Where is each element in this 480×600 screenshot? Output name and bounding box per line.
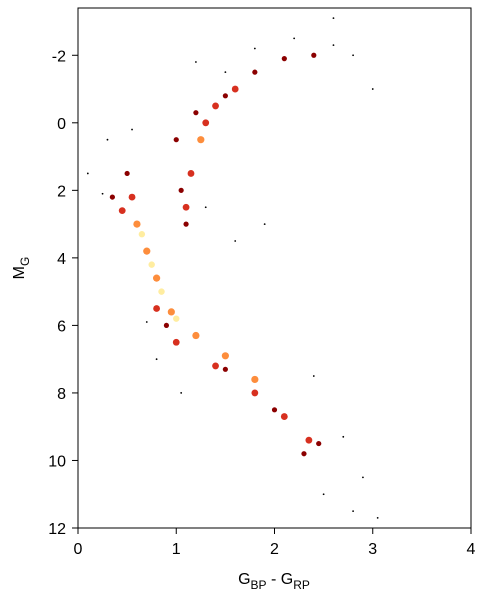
point [178, 187, 184, 193]
point [352, 54, 354, 57]
point [148, 261, 155, 268]
point [281, 56, 287, 62]
point [332, 44, 335, 47]
y-axis-label: MG [11, 257, 32, 280]
point [128, 193, 136, 201]
point [376, 516, 379, 519]
point [158, 288, 165, 295]
point [173, 137, 179, 143]
point [224, 71, 227, 74]
point [301, 451, 307, 457]
point [311, 52, 317, 58]
point [234, 240, 237, 242]
x-label-part: G [238, 571, 250, 588]
y-tick-label: 12 [48, 521, 66, 538]
point [131, 128, 133, 131]
point [109, 194, 115, 200]
point [252, 69, 258, 75]
point [86, 172, 89, 175]
x-axis-label: GBP - GRP [238, 571, 310, 592]
point [187, 170, 195, 177]
y-tick-label: 4 [57, 251, 66, 268]
point [316, 440, 322, 447]
point [293, 37, 296, 40]
point [153, 305, 161, 312]
point [155, 358, 158, 361]
point [251, 375, 259, 384]
y-label-sub: G [18, 257, 32, 266]
point [371, 88, 374, 90]
point [212, 362, 219, 370]
y-tick-label: 8 [57, 386, 66, 403]
point [251, 389, 259, 397]
point [312, 375, 315, 377]
y-tick-label: -2 [52, 48, 66, 65]
point [322, 493, 325, 496]
y-label-part: M [11, 266, 28, 279]
point [106, 138, 109, 141]
point [172, 338, 180, 346]
x-tick-label: 0 [74, 541, 83, 558]
point [342, 435, 345, 438]
point [280, 413, 288, 420]
point [182, 203, 190, 211]
point [332, 17, 335, 20]
point [153, 274, 161, 282]
point [138, 231, 146, 238]
point [271, 407, 278, 413]
point [195, 61, 197, 63]
point [362, 476, 364, 479]
point [124, 170, 130, 177]
point [173, 315, 180, 322]
point [202, 119, 210, 127]
x-tick-label: 1 [172, 541, 181, 558]
point [305, 436, 313, 444]
y-tick-label: 2 [57, 183, 66, 200]
x-tick-label: 2 [270, 541, 279, 558]
point [163, 322, 170, 329]
x-tick-label: 3 [368, 541, 377, 558]
point [352, 510, 354, 513]
x-label-sub: BP [251, 578, 267, 592]
plot-frame [77, 7, 472, 529]
x-label-sub: RP [293, 578, 310, 592]
point [180, 392, 183, 394]
point [192, 331, 200, 340]
point [222, 93, 228, 99]
point [101, 192, 104, 195]
point [221, 352, 229, 360]
x-label-part: - G [267, 571, 294, 588]
point [253, 47, 256, 50]
point [183, 221, 189, 227]
point [118, 207, 126, 214]
point [231, 85, 239, 93]
point [133, 220, 141, 228]
point [145, 321, 148, 323]
x-tick-label: 4 [467, 541, 476, 558]
point [193, 110, 199, 116]
y-tick-label: 10 [48, 453, 66, 470]
y-tick-label: 6 [57, 318, 66, 335]
point [204, 206, 207, 209]
point [222, 366, 228, 372]
point [197, 136, 205, 144]
y-tick-label: 0 [57, 116, 66, 133]
point [167, 308, 175, 316]
point [143, 247, 151, 255]
point [212, 102, 219, 110]
point [263, 223, 266, 226]
